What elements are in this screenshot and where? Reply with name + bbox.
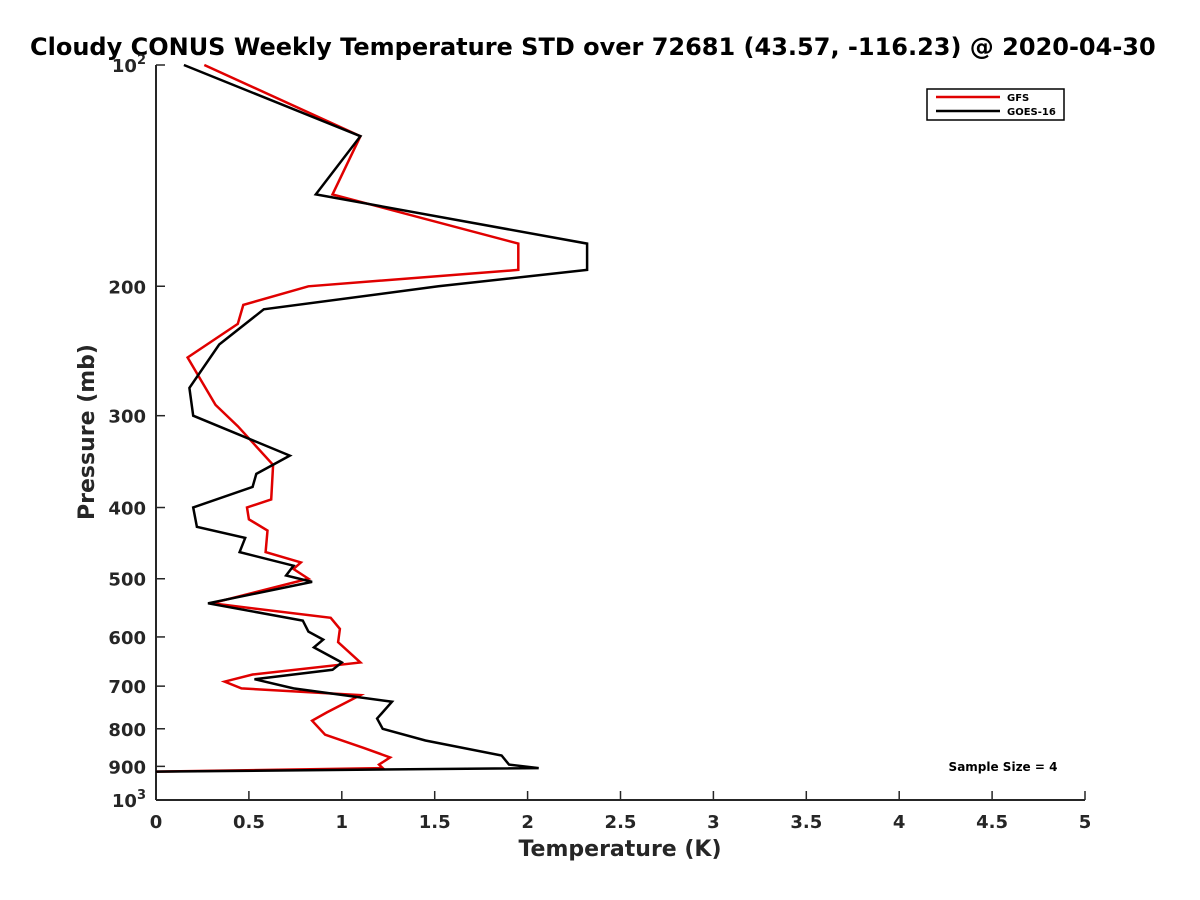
x-tick-label: 0.5 (233, 812, 265, 833)
y-tick-label: 800 (108, 720, 146, 741)
x-tick-label: 2.5 (605, 812, 637, 833)
y-tick-label: 400 (108, 499, 146, 520)
x-tick-label: 1 (336, 812, 349, 833)
y-tick-label: 103 (112, 788, 146, 812)
x-tick-label: 3 (707, 812, 720, 833)
x-tick-label: 4.5 (976, 812, 1008, 833)
y-ticks: 102 200 300 400 500 600 700 800 900 103 (108, 53, 165, 812)
y-tick-label: 600 (108, 628, 146, 649)
y-tick-label: 700 (108, 677, 146, 698)
y-tick-label: 200 (108, 277, 146, 298)
x-tick-label: 4 (893, 812, 906, 833)
sample-size-annotation: Sample Size = 4 (949, 760, 1058, 774)
chart-title: Cloudy CONUS Weekly Temperature STD over… (30, 33, 1156, 61)
y-axis-label: Pressure (mb) (75, 344, 100, 520)
series-line-gfs (155, 63, 520, 773)
x-tick-label: 5 (1079, 812, 1092, 833)
y-tick-label: 102 (112, 53, 146, 77)
y-tick-label: 900 (108, 757, 146, 778)
x-tick-label: 0 (150, 812, 163, 833)
x-ticks: 0 0.5 1 1.5 2 2.5 3 3.5 4 4.5 5 (150, 791, 1092, 833)
legend-box (926, 88, 1065, 121)
y-tick-label: 300 (108, 407, 146, 428)
x-tick-label: 2 (521, 812, 534, 833)
series-line-goes-16 (155, 63, 589, 773)
legend: GFS GOES-16 (926, 88, 1065, 121)
y-tick-label: 500 (108, 570, 146, 591)
series-layer (155, 63, 589, 773)
legend-label-goes16: GOES-16 (1007, 107, 1056, 118)
x-axis-label: Temperature (K) (518, 837, 721, 862)
x-tick-label: 1.5 (419, 812, 451, 833)
x-tick-label: 3.5 (790, 812, 822, 833)
legend-label-gfs: GFS (1007, 93, 1029, 104)
